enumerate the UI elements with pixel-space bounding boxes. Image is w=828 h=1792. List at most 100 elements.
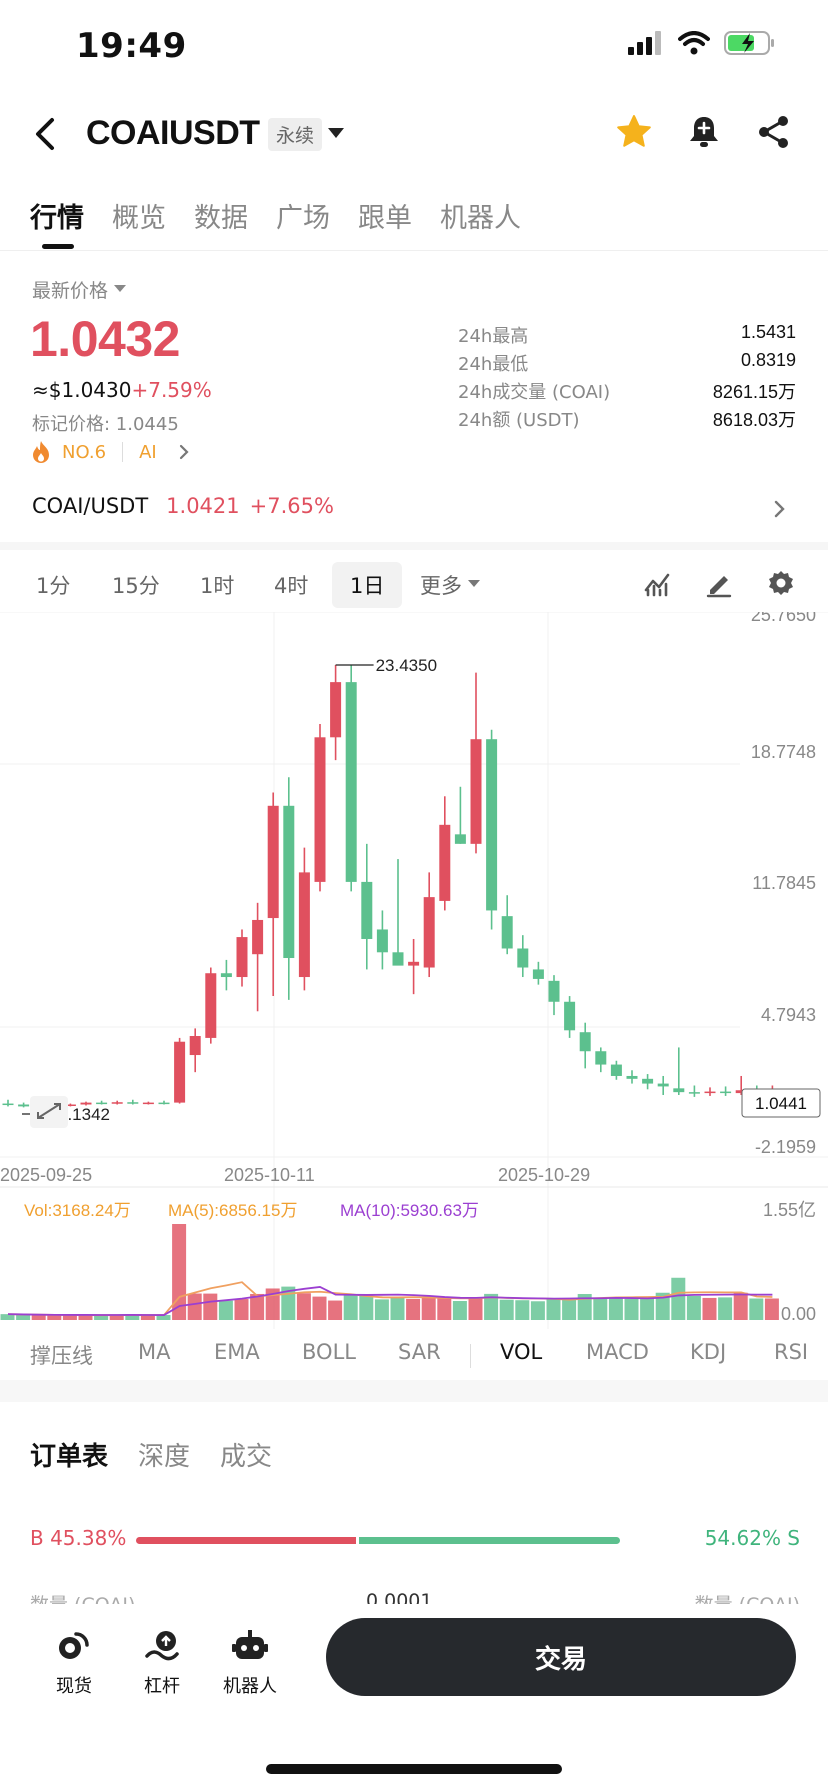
latest-price-label[interactable]: 最新价格 [32, 280, 109, 302]
buy-percent: B 45.38% [30, 1526, 127, 1550]
volume-bar [577, 1294, 592, 1320]
chevron-down-icon[interactable] [468, 580, 480, 587]
indicator-support[interactable]: 撑压线 [30, 1344, 93, 1368]
tab-orderbook[interactable]: 订单表 [30, 1442, 109, 1472]
tab-trades[interactable]: 成交 [220, 1442, 273, 1472]
indicator-boll[interactable]: BOLL [302, 1340, 356, 1364]
star-icon[interactable] [614, 112, 654, 152]
candle-body [158, 1102, 170, 1105]
interval-4h[interactable]: 4时 [274, 574, 309, 598]
nav-label: 现货 [56, 1676, 92, 1697]
volume-bar [374, 1299, 389, 1320]
chevron-right-icon[interactable] [772, 498, 788, 520]
y-tick: 18.7748 [751, 742, 816, 762]
volume-legend: Vol:3168.24万 MA(5):6856.15万 MA(10):5930.… [24, 1200, 816, 1324]
candle-body [579, 1032, 591, 1052]
volume-bars [0, 1224, 779, 1320]
indicator-kdj[interactable]: KDJ [690, 1340, 727, 1364]
interval-1m[interactable]: 1分 [36, 574, 71, 598]
volume-bar [749, 1298, 764, 1320]
tab-bot[interactable]: 机器人 [440, 203, 521, 234]
settings-gear-icon[interactable] [766, 568, 796, 598]
indicator-icon[interactable] [642, 568, 672, 598]
status-icons [628, 30, 776, 56]
bottom-nav: 现货 杠杆 机器人 交易 [0, 1604, 828, 1792]
rank-row[interactable]: NO.6 AI [30, 440, 193, 464]
candle-body [673, 1088, 685, 1093]
share-icon[interactable] [754, 112, 794, 152]
buy-bar [136, 1537, 356, 1544]
robot-icon [232, 1630, 268, 1659]
price-chart[interactable]: 25.7650 18.7748 11.7845 4.7943 -2.1959 2… [0, 612, 828, 1332]
candle-body [267, 805, 279, 919]
indicator-ema[interactable]: EMA [214, 1340, 260, 1364]
perpetual-badge[interactable]: 永续 [268, 118, 323, 151]
fire-icon [33, 441, 49, 463]
coins-icon [59, 1632, 89, 1659]
tab-square[interactable]: 广场 [276, 203, 330, 234]
tab-depth[interactable]: 深度 [138, 1442, 191, 1472]
candle-body [735, 1090, 747, 1094]
nav-bot[interactable]: 机器人 [210, 1628, 290, 1698]
stat-label: 24h最低 [458, 354, 529, 375]
tab-copy-trade[interactable]: 跟单 [358, 203, 412, 234]
expand-button[interactable] [30, 1096, 68, 1128]
tab-overview[interactable]: 概览 [112, 203, 166, 234]
bell-plus-icon[interactable] [684, 112, 724, 152]
tab-market[interactable]: 行情 [30, 203, 84, 234]
volume-bar [640, 1296, 655, 1320]
volume-bar [484, 1293, 499, 1320]
x-tick: 2025-09-25 [0, 1165, 92, 1185]
chevron-down-icon[interactable] [114, 285, 126, 292]
candle-body [517, 948, 529, 968]
spot-change: +7.65% [249, 494, 334, 518]
volume-bar [328, 1300, 343, 1320]
stat-value: 0.8319 [740, 350, 796, 370]
candle-body [96, 1102, 108, 1105]
spot-price: 1.0421 [166, 494, 240, 518]
interval-more[interactable]: 更多 [420, 574, 462, 598]
volume-bar [203, 1293, 218, 1320]
volume-bar [31, 1315, 46, 1320]
back-icon[interactable] [26, 114, 66, 154]
stat-row: 24h额 (USDT) 8618.03万 [458, 406, 796, 434]
chevron-down-icon[interactable] [328, 128, 344, 138]
last-price-line: 1.0441 [741, 1088, 821, 1118]
volume-bar [452, 1301, 467, 1320]
sell-percent: 54.62% S [704, 1526, 800, 1550]
vol-label: Vol:3168.24万 [24, 1201, 131, 1220]
last-price-label: 1.0441 [755, 1094, 807, 1113]
stat-row: 24h最低 0.8319 [458, 350, 796, 378]
volume-bar [16, 1314, 31, 1320]
leverage-icon [145, 1631, 179, 1661]
candle-body [704, 1091, 716, 1094]
signal-icon [628, 31, 661, 55]
indicator-macd[interactable]: MACD [586, 1340, 649, 1364]
pair-title[interactable]: COAIUSDT [86, 114, 260, 152]
spot-pair-row[interactable]: COAI/USDT 1.0421 +7.65% [32, 494, 792, 518]
y-tick: 25.7650 [751, 612, 816, 625]
indicator-ma[interactable]: MA [138, 1340, 171, 1364]
volume-bar [94, 1315, 109, 1320]
indicator-rsi[interactable]: RSI [774, 1340, 809, 1364]
usd-value: ≈$1.0430 [32, 378, 132, 402]
nav-spot[interactable]: 现货 [34, 1628, 114, 1698]
volume-bar [406, 1298, 421, 1320]
volume-bar [234, 1299, 249, 1320]
interval-1h[interactable]: 1时 [200, 574, 235, 598]
trade-button[interactable]: 交易 [326, 1618, 796, 1696]
stat-label: 24h额 (USDT) [458, 410, 580, 431]
interval-15m[interactable]: 15分 [112, 574, 160, 598]
volume-bar [499, 1299, 514, 1320]
candle-body [314, 737, 326, 882]
interval-1d[interactable]: 1日 [332, 562, 403, 608]
ma10-label: MA(10):5930.63万 [340, 1201, 479, 1220]
nav-leverage[interactable]: 杠杆 [122, 1628, 202, 1698]
volume-bar [702, 1297, 717, 1320]
volume-bar [78, 1315, 93, 1320]
tab-data[interactable]: 数据 [194, 203, 248, 234]
draw-pen-icon[interactable] [704, 568, 734, 598]
indicator-sar[interactable]: SAR [398, 1340, 441, 1364]
indicator-vol[interactable]: VOL [500, 1340, 543, 1364]
volume-bar [530, 1301, 545, 1320]
